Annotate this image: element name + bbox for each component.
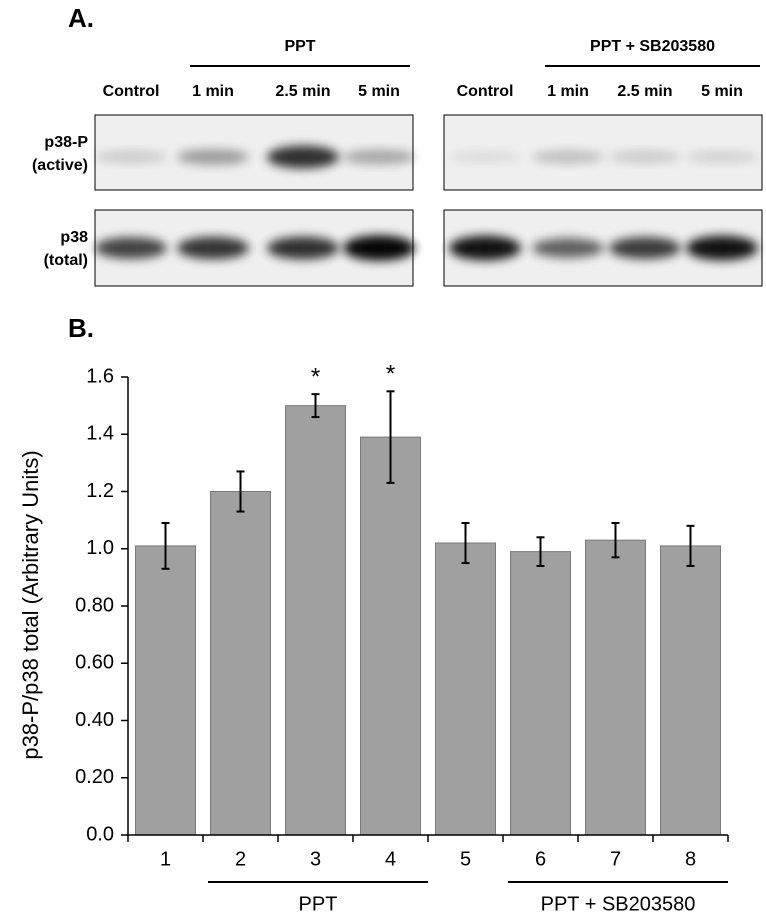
group-label: PPT (284, 38, 315, 55)
x-tick-label: 6 (535, 848, 546, 870)
significance-mark: * (311, 364, 320, 391)
blot-band (532, 238, 604, 258)
y-tick-label: 0.60 (75, 652, 114, 674)
bar (435, 542, 496, 836)
blot-band (686, 235, 758, 261)
significance-mark: * (386, 361, 395, 388)
bar (135, 545, 196, 836)
blot-band (267, 236, 339, 260)
error-bar (161, 521, 170, 570)
error-bar (236, 470, 245, 513)
blot-band (609, 150, 681, 164)
x-tick-label: 8 (685, 848, 696, 870)
panel-label: A. (68, 3, 94, 33)
lane-label: 2.5 min (617, 83, 672, 100)
blot-band (449, 151, 521, 163)
x-tick-label: 4 (385, 848, 396, 870)
error-bar (611, 521, 620, 559)
blot-band (686, 151, 758, 163)
blot-band (343, 149, 415, 165)
y-tick-label: 0.20 (75, 766, 114, 788)
lane-label: Control (103, 83, 160, 100)
error-bar (536, 536, 545, 567)
y-tick-label: 0.40 (75, 709, 114, 731)
bar (360, 436, 421, 836)
y-tick-label: 0.80 (75, 594, 114, 616)
blot-band (177, 149, 249, 165)
y-axis-title: p38-P/p38 total (Arbitrary Units) (18, 450, 43, 759)
row-label: p38 (60, 229, 88, 246)
y-tick-label: 1.4 (86, 423, 114, 445)
y-tick-label: 0.0 (86, 823, 114, 845)
group-label: PPT (299, 893, 338, 915)
y-tick-label: 1.0 (86, 537, 114, 559)
bar (660, 545, 721, 836)
error-bar (311, 393, 320, 419)
x-tick-label: 3 (310, 848, 321, 870)
blot-band (95, 150, 167, 164)
group-label: PPT + SB203580 (590, 38, 715, 55)
error-bar (461, 521, 470, 565)
bar (285, 405, 346, 836)
x-tick-label: 2 (235, 848, 246, 870)
blot-band (95, 237, 167, 259)
error-bar (686, 524, 695, 567)
blot-band (609, 237, 681, 259)
y-tick-label: 1.2 (86, 480, 114, 502)
group-label: PPT + SB203580 (541, 893, 696, 915)
lane-label: 1 min (192, 83, 234, 100)
blot-band (532, 150, 604, 164)
row-label: p38-P (44, 134, 88, 151)
error-bar (386, 390, 395, 484)
x-tick-label: 5 (460, 848, 471, 870)
panel-label: B. (68, 313, 94, 343)
row-label: (active) (32, 157, 88, 174)
x-tick-label: 7 (610, 848, 621, 870)
row-label: (total) (44, 252, 88, 269)
lane-label: 5 min (701, 83, 743, 100)
blot-band (449, 235, 521, 261)
bar (585, 539, 646, 836)
bar (210, 491, 271, 836)
lane-label: 5 min (358, 83, 400, 100)
blot-band (177, 236, 249, 260)
y-tick-label: 1.6 (86, 365, 114, 387)
x-tick-label: 1 (160, 848, 171, 870)
lane-label: 1 min (547, 83, 589, 100)
blot-band (343, 235, 415, 261)
lane-label: 2.5 min (275, 83, 330, 100)
bar (510, 551, 571, 836)
blot-band (267, 145, 339, 169)
lane-label: Control (457, 83, 514, 100)
